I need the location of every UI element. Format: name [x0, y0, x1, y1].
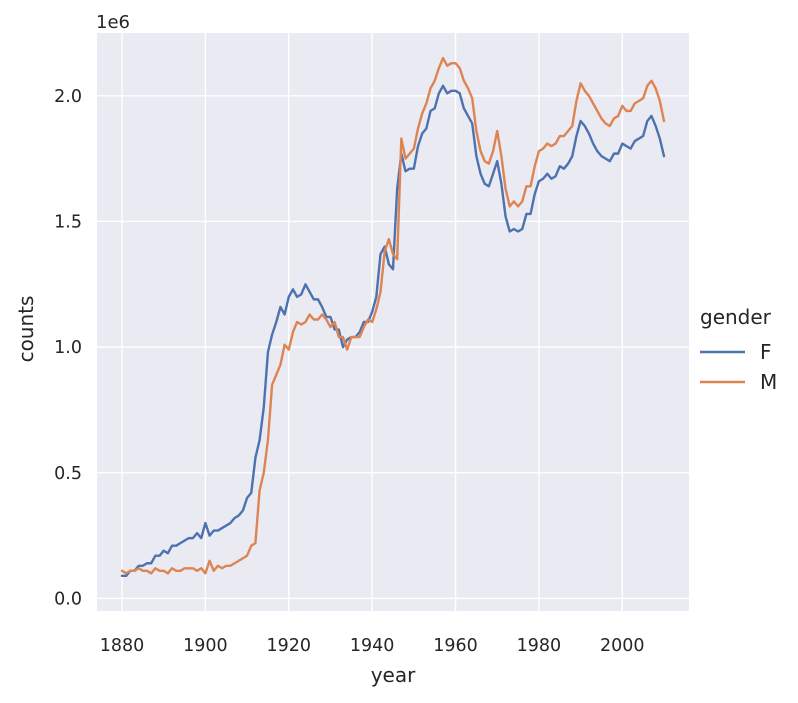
series-layer [120, 56, 666, 578]
legend-label-m: M [760, 370, 777, 394]
x-tick-label: 2000 [600, 636, 645, 656]
y-tick-label: 0.5 [54, 464, 82, 484]
x-tick-label: 1900 [183, 636, 228, 656]
legend-label-f: F [760, 340, 772, 364]
x-axis-ticks: 1880 1900 1920 1940 1960 1980 2000 [100, 636, 645, 656]
legend: gender F M [700, 305, 777, 394]
x-tick-label: 1980 [517, 636, 562, 656]
x-gridlines [121, 33, 623, 611]
series-line-m [120, 56, 666, 575]
x-axis-label: year [371, 663, 416, 687]
x-tick-label: 1880 [100, 636, 145, 656]
y-tick-label: 1.5 [54, 212, 82, 232]
series-line-f [120, 84, 666, 578]
y-tick-label: 0.0 [54, 589, 82, 609]
legend-title: gender [700, 305, 772, 329]
y-tick-label: 1.0 [54, 338, 82, 358]
y-axis-ticks: 0.0 0.5 1.0 1.5 2.0 [54, 87, 82, 610]
plot-area [97, 33, 689, 611]
y-scale-label: 1e6 [96, 12, 130, 33]
x-tick-label: 1960 [433, 636, 478, 656]
y-tick-label: 2.0 [54, 87, 82, 107]
x-tick-label: 1940 [350, 636, 395, 656]
y-axis-label: counts [14, 296, 38, 363]
y-gridlines [97, 95, 689, 600]
x-tick-label: 1920 [267, 636, 312, 656]
